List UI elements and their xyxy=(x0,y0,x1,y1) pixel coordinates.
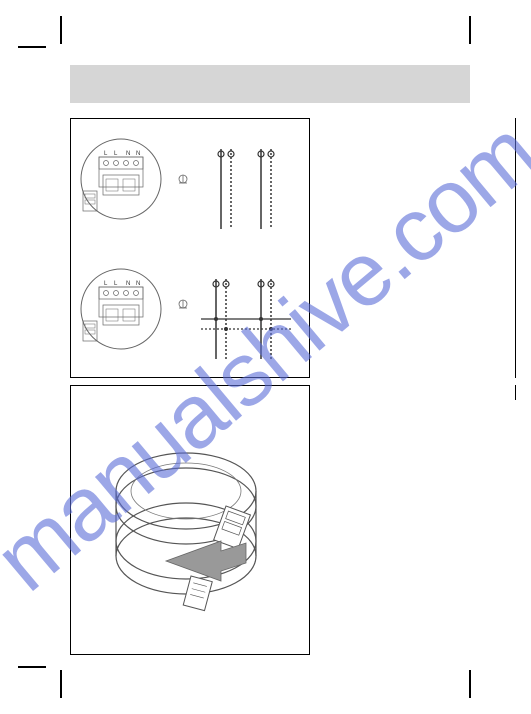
device-isometric xyxy=(71,386,311,656)
insert-arrow-icon xyxy=(166,541,246,581)
terminal-label: N xyxy=(136,281,140,287)
side-border xyxy=(515,385,516,400)
wiring-diagram-box: L L N N L L N xyxy=(70,118,310,378)
terminal-label: L xyxy=(104,151,108,157)
crop-mark xyxy=(60,670,62,698)
terminal-label: N xyxy=(126,151,130,157)
terminal-label: L xyxy=(114,151,118,157)
terminal-label: N xyxy=(136,151,140,157)
device-diagram-box xyxy=(70,385,310,655)
terminal-label: L xyxy=(104,281,108,287)
crop-mark xyxy=(469,16,471,44)
crop-mark xyxy=(18,666,46,668)
side-border xyxy=(515,118,516,378)
crop-mark xyxy=(469,670,471,698)
crop-mark xyxy=(60,16,62,44)
wiring-diagram-2: L L N N xyxy=(71,249,311,379)
wiring-diagram-1: L L N N xyxy=(71,119,311,249)
terminal-label: L xyxy=(114,281,118,287)
header-bar xyxy=(70,65,470,103)
crop-mark xyxy=(18,46,46,48)
terminal-label: N xyxy=(126,281,130,287)
